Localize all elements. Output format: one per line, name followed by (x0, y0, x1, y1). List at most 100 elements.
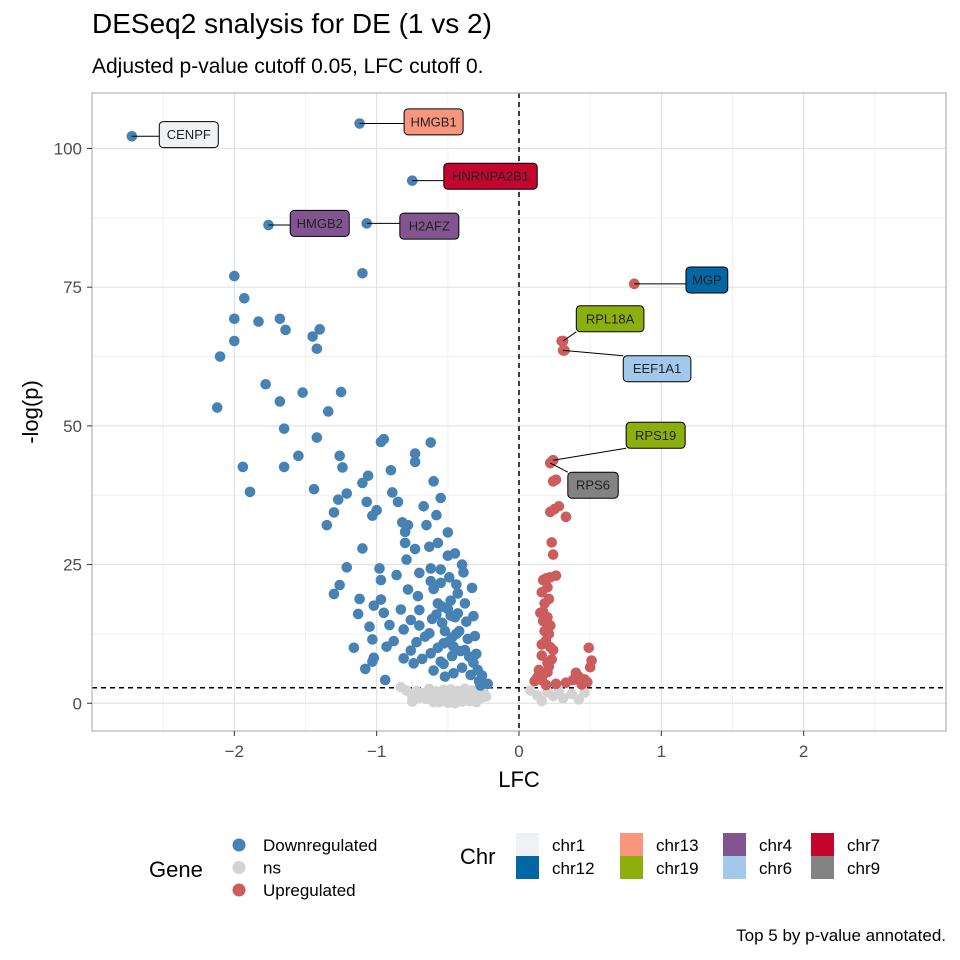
point-downregulated (229, 335, 240, 347)
gene-label: HMGB2 (297, 216, 343, 231)
x-tick-label: 0 (514, 742, 523, 761)
point-downregulated (398, 653, 410, 664)
legend-chr-label: chr19 (656, 859, 699, 878)
point-downregulated (442, 603, 454, 615)
legend-chr-swatch (723, 856, 746, 879)
point-downregulated (211, 402, 223, 413)
point-downregulated (414, 567, 425, 579)
point-downregulated (364, 621, 375, 633)
x-tick-label: −1 (367, 742, 386, 761)
label-connector (563, 349, 624, 357)
point-upregulated (576, 679, 587, 690)
point-downregulated (445, 595, 456, 606)
point-downregulated (435, 564, 447, 575)
point-downregulated (448, 668, 459, 679)
point-downregulated (328, 588, 340, 600)
point-downregulated (459, 644, 471, 656)
point-downregulated (278, 423, 290, 434)
legend-gene-key (232, 883, 246, 897)
legend-gene-key (232, 838, 246, 852)
point-upregulated (547, 476, 559, 487)
y-tick-label: 50 (63, 417, 82, 436)
point-downregulated (237, 461, 249, 473)
legend-chr-label: chr7 (847, 836, 880, 855)
point-downregulated (348, 642, 360, 654)
label-box (685, 266, 729, 294)
point-downregulated (442, 527, 454, 538)
point-downregulated (341, 488, 353, 499)
legend-chr-label: chr6 (759, 859, 792, 878)
point-downregulated (468, 657, 479, 669)
point-downregulated (432, 598, 444, 609)
point-downregulated (468, 610, 479, 622)
gene-label: MGP (692, 272, 722, 287)
point-upregulated (529, 675, 540, 687)
chart-title: DESeq2 snalysis for DE (1 vs 2) (92, 8, 492, 39)
y-tick-label: 0 (73, 694, 82, 713)
point-downregulated (280, 324, 291, 336)
point-downregulated (409, 448, 421, 459)
point-downregulated (375, 594, 387, 605)
point-downregulated (461, 616, 472, 628)
point-downregulated (361, 496, 373, 508)
gene-label: RPS6 (576, 478, 610, 493)
point-upregulated (540, 679, 552, 691)
label-box (403, 108, 464, 136)
point-downregulated (418, 501, 429, 512)
point-downregulated (466, 582, 478, 594)
point-downregulated (449, 611, 461, 623)
point-downregulated (322, 406, 334, 417)
point-downregulated (425, 437, 437, 448)
point-downregulated (439, 671, 451, 682)
point-downregulated (371, 504, 382, 516)
point-downregulated (446, 650, 458, 662)
point-downregulated (425, 648, 437, 659)
point-downregulated (384, 619, 395, 631)
point-downregulated (431, 509, 442, 521)
legend-chr-label: chr4 (759, 836, 792, 855)
point-upregulated (545, 506, 556, 518)
point-downregulated (421, 519, 432, 531)
point-downregulated (307, 331, 318, 342)
point-downregulated (388, 635, 400, 647)
label-connector (550, 462, 569, 473)
point-downregulated (374, 563, 385, 574)
point-downregulated (368, 600, 380, 611)
gene-label: HMGB1 (410, 114, 456, 129)
point-downregulated (314, 324, 326, 335)
x-tick-label: −2 (225, 742, 244, 761)
point-downregulated (238, 292, 250, 304)
point-downregulated (471, 648, 482, 660)
gene-label: H2AFZ (409, 219, 450, 234)
point-downregulated (379, 674, 391, 686)
legend-chr-label: chr12 (552, 859, 595, 878)
point-downregulated (367, 656, 378, 667)
point-upregulated (550, 678, 562, 690)
point-downregulated (392, 496, 404, 508)
label-box (289, 209, 350, 237)
point-downregulated (436, 617, 448, 629)
point-downregulated (357, 543, 368, 554)
legend-gene-label: Downregulated (263, 836, 377, 855)
point-downregulated (456, 559, 468, 570)
legend-gene-title: Gene (149, 857, 203, 882)
legend-gene-label: Upregulated (263, 881, 356, 900)
label-box (622, 355, 692, 383)
point-downregulated (439, 625, 451, 637)
x-tick-label: 2 (799, 742, 808, 761)
label-connector (553, 447, 627, 461)
point-ns (421, 687, 432, 699)
legend-chr-swatch (620, 856, 643, 879)
point-downregulated (253, 316, 264, 327)
y-tick-label: 100 (54, 139, 82, 158)
point-downregulated (431, 609, 442, 620)
point-downregulated (311, 432, 323, 443)
gene-label: RPS19 (635, 428, 676, 443)
point-ns (449, 697, 461, 709)
point-downregulated (435, 492, 447, 504)
gene-label: HNRNPA2B1 (452, 169, 529, 184)
point-downregulated (432, 537, 444, 549)
label-box (625, 421, 686, 449)
point-ns (579, 687, 590, 699)
